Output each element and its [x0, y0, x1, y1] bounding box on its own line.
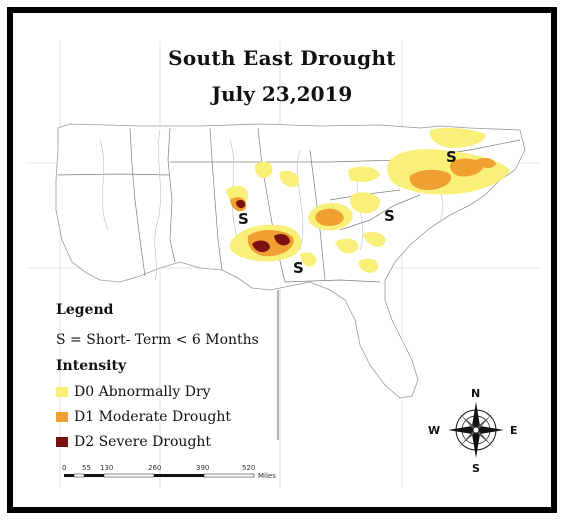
short-term-marker: S: [384, 207, 395, 225]
map-subtitle: July 23,2019: [211, 82, 353, 106]
legend-swatch-d0: [56, 387, 68, 397]
d2-areas: [236, 199, 290, 253]
map-title: South East Drought: [168, 46, 396, 70]
scale-unit: Miles: [258, 472, 276, 480]
scale-bar-graphic: [64, 473, 255, 478]
legend-item-d2: D2 Severe Drought: [56, 434, 211, 450]
legend-swatch-d2: [56, 437, 68, 447]
legend-title: Legend: [56, 302, 114, 318]
scale-tick: 390: [196, 464, 210, 472]
compass-rose-graphic: [448, 402, 504, 458]
scale-tick: 55: [82, 464, 91, 472]
compass-south: S: [472, 462, 480, 475]
short-term-marker: S: [446, 148, 457, 166]
legend-label-d1: D1 Moderate Drought: [74, 409, 231, 425]
legend-label-d2: D2 Severe Drought: [74, 434, 212, 450]
state-boundaries: [57, 127, 521, 283]
legend-intensity-title: Intensity: [56, 358, 127, 374]
scale-tick: 520: [242, 464, 256, 472]
land-outline: [55, 123, 526, 399]
legend-swatch-d1: [56, 412, 68, 422]
short-term-marker: S: [238, 210, 249, 228]
scale-tick: 260: [148, 464, 162, 472]
compass-north: N: [471, 387, 481, 400]
scale-tick: 0: [62, 464, 67, 472]
compass-west: W: [428, 424, 441, 437]
legend-item-d1: D1 Moderate Drought: [56, 409, 231, 425]
legend-label-d0: D0 Abnormally Dry: [74, 384, 211, 400]
legend-item-d0: D0 Abnormally Dry: [56, 384, 211, 400]
legend-short-term: S = Short- Term < 6 Months: [56, 332, 259, 348]
short-term-marker: S: [293, 259, 304, 277]
scale-tick: 130: [100, 464, 114, 472]
compass-east: E: [510, 424, 518, 437]
